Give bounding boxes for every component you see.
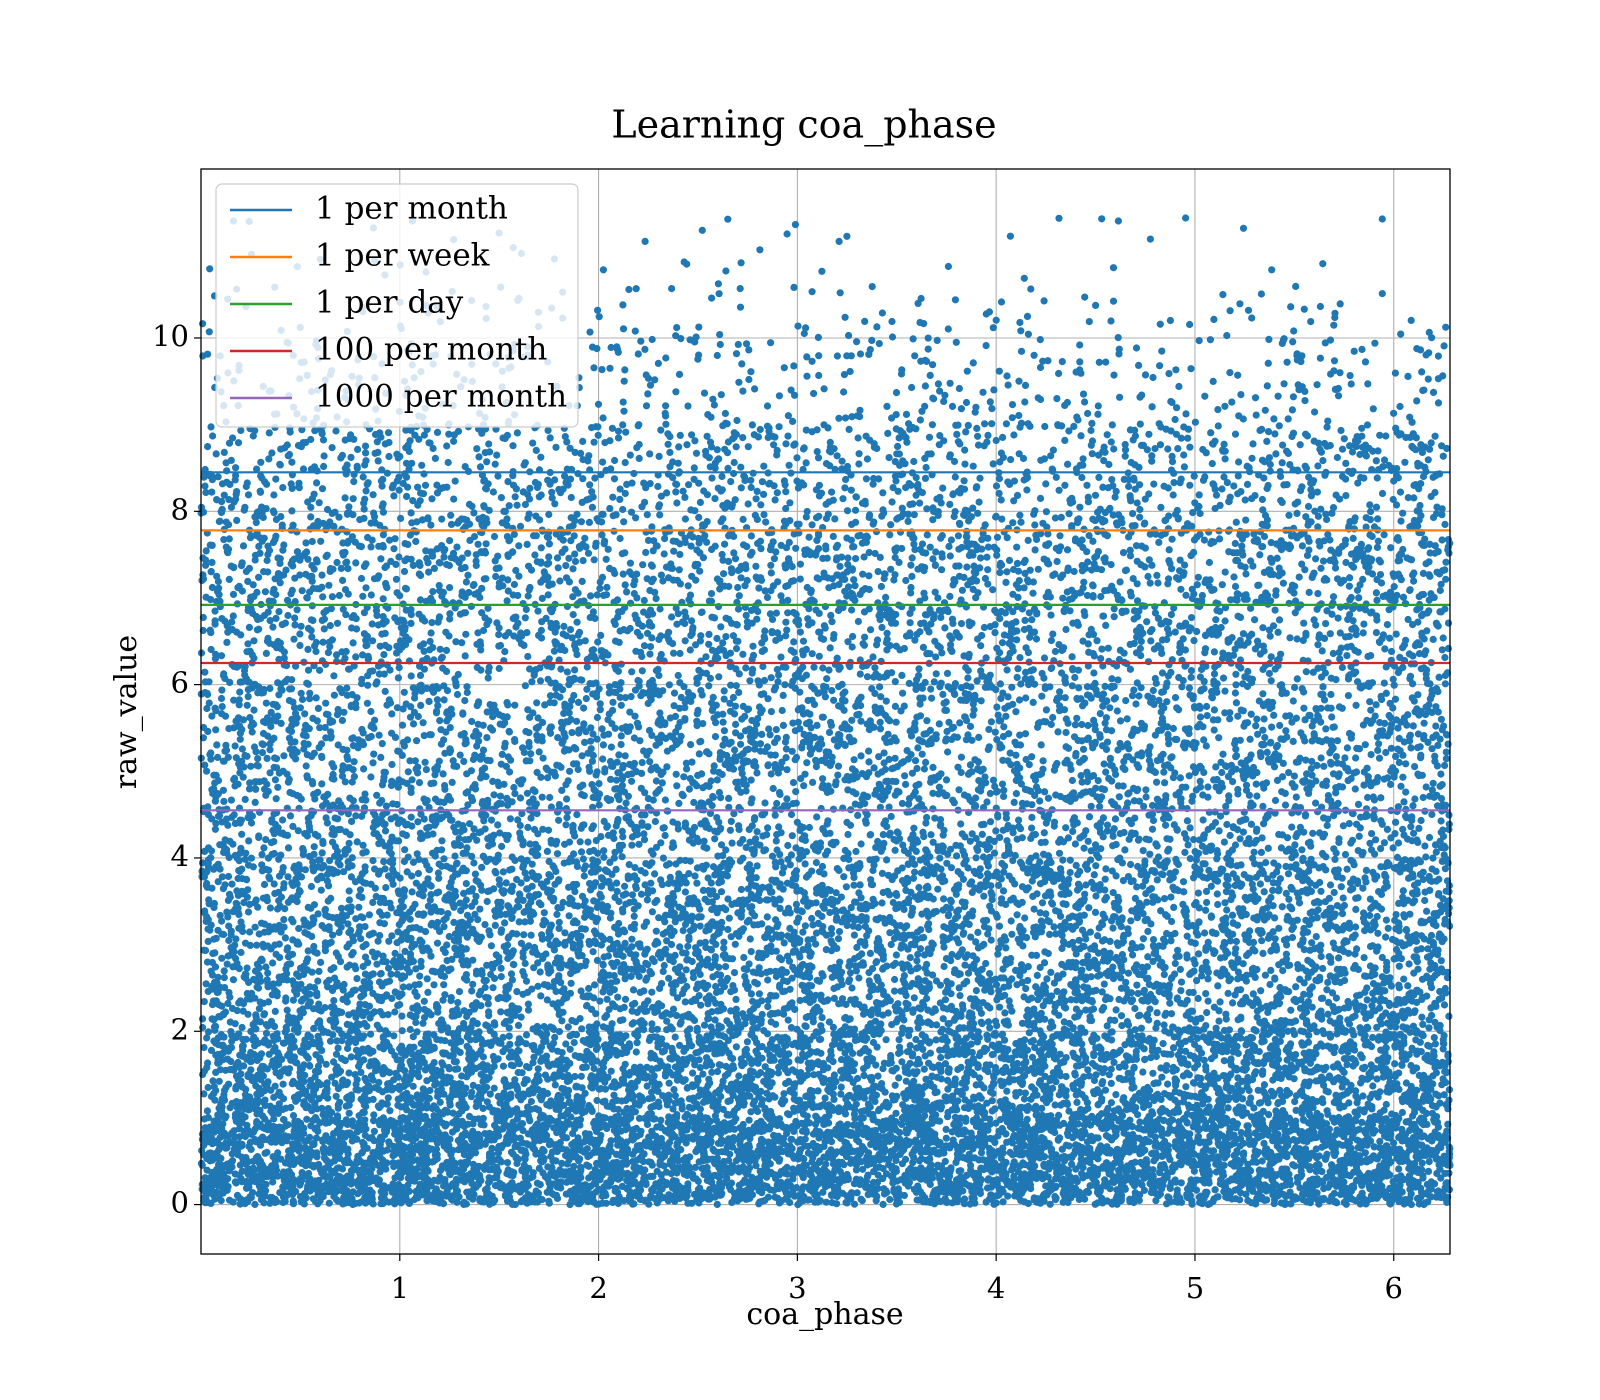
- x-axis-label: coa_phase: [746, 1297, 903, 1332]
- y-tick-label: 2: [171, 1012, 189, 1046]
- x-tick-label: 6: [1385, 1271, 1403, 1305]
- x-axis-ticks: 1 2 3 4 5 6: [391, 1254, 1403, 1305]
- chart-title: Learning coa_phase: [611, 103, 996, 148]
- plot-area-frame: [200, 168, 1451, 1255]
- threshold-lines: [201, 471, 1450, 812]
- legend: 1 per month 1 per week 1 per day 100 per mo…: [215, 183, 579, 428]
- legend-label: 1 per week: [315, 238, 490, 274]
- legend-label: 1 per day: [315, 285, 464, 321]
- legend-label: 1000 per month: [315, 379, 567, 415]
- x-tick-label: 4: [987, 1271, 1005, 1305]
- y-tick-label: 4: [171, 839, 189, 873]
- y-tick-label: 8: [171, 492, 189, 526]
- x-tick-label: 3: [788, 1271, 806, 1305]
- legend-label: 100 per month: [315, 332, 547, 368]
- y-tick-label: 10: [152, 319, 189, 353]
- x-tick-label: 1: [391, 1271, 409, 1305]
- y-tick-label: 0: [171, 1186, 189, 1220]
- x-tick-label: 5: [1186, 1271, 1204, 1305]
- y-axis-ticks: 0 2 4 6 8 10: [152, 319, 201, 1220]
- x-tick-label: 2: [589, 1271, 607, 1305]
- y-axis-label: raw_value: [109, 635, 144, 789]
- scatter-points: [197, 214, 1454, 1209]
- legend-box: [215, 183, 579, 428]
- scatter-point-cloud: [197, 214, 1454, 1209]
- legend-label: 1 per month: [315, 191, 508, 227]
- y-tick-label: 6: [171, 666, 189, 700]
